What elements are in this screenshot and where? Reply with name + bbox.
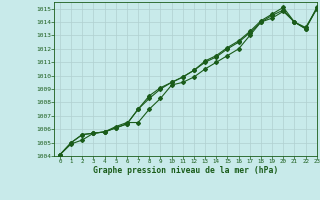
X-axis label: Graphe pression niveau de la mer (hPa): Graphe pression niveau de la mer (hPa) (93, 166, 278, 175)
